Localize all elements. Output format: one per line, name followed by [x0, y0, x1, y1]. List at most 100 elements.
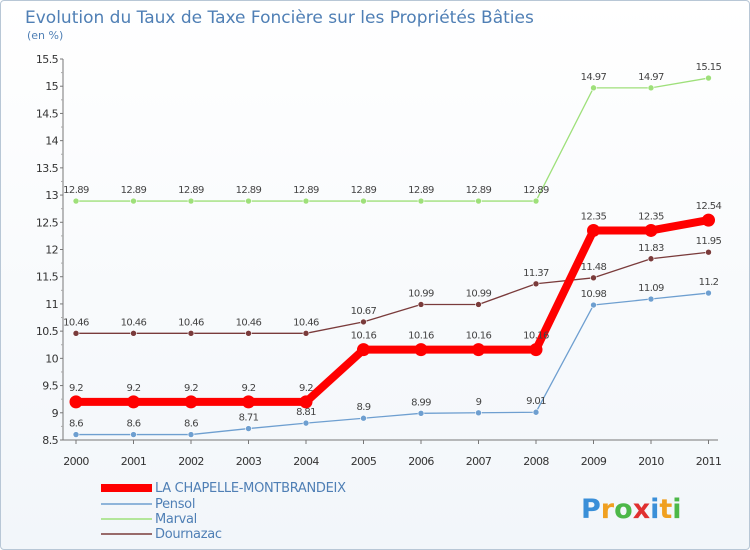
- data-point: [127, 395, 140, 409]
- data-point: [360, 197, 367, 205]
- data-label: 8.81: [296, 407, 316, 418]
- y-tick-label: 9: [52, 407, 59, 420]
- x-tick-label: 2007: [466, 455, 492, 468]
- data-label: 12.89: [523, 185, 549, 196]
- data-label: 9.2: [69, 383, 83, 394]
- data-point: [475, 409, 482, 417]
- data-label: 12.89: [236, 185, 262, 196]
- data-label: 12.89: [178, 185, 204, 196]
- data-label: 10.99: [408, 288, 434, 299]
- y-tick-label: 13: [45, 189, 58, 202]
- series-layer: 8.6 8.6 8.68.71 8.81 8.9 8.99 9 9.0110.9811.091…: [63, 62, 722, 438]
- data-label: 11.2: [699, 277, 719, 288]
- data-point: [302, 419, 310, 427]
- legend-label: Pensol: [155, 497, 195, 512]
- data-label: 10.16: [466, 331, 492, 342]
- data-point: [475, 301, 482, 308]
- data-point: [245, 197, 252, 205]
- series-2: 8.6 8.6 8.6 8.71 8.81 8.9 8.99 9 9.01 10.98 11.09 1…: [69, 277, 719, 438]
- data-point: [187, 197, 195, 205]
- y-tick-label: 11: [45, 298, 58, 311]
- data-label: 15.15: [696, 62, 722, 73]
- data-label: 9: [476, 397, 482, 408]
- data-point: [705, 289, 712, 297]
- data-point: [532, 280, 540, 288]
- data-point: [475, 197, 482, 205]
- y-tick-label: 12: [45, 244, 58, 257]
- logo-letter: o: [614, 494, 633, 525]
- data-point: [417, 197, 425, 205]
- data-label: 10.98: [581, 289, 607, 300]
- data-label: 10.67: [351, 306, 377, 317]
- data-point: [705, 74, 712, 82]
- data-point: [647, 295, 655, 303]
- logo-letter: x: [633, 494, 650, 525]
- data-point: [532, 408, 540, 416]
- data-point: [130, 330, 137, 337]
- data-label: 8.71: [239, 413, 259, 424]
- data-point: [702, 213, 715, 227]
- data-label: 10.46: [236, 317, 262, 328]
- data-point: [529, 343, 543, 357]
- data-label: 12.89: [408, 185, 434, 196]
- data-label: 10.16: [408, 331, 434, 342]
- data-point: [302, 197, 310, 205]
- data-point: [590, 84, 597, 92]
- data-label: 9.01: [526, 396, 546, 407]
- data-point: [130, 431, 137, 438]
- series-line: [75, 292, 710, 436]
- y-tick-label: 13.5: [36, 162, 59, 175]
- logo-letter: r: [601, 494, 615, 525]
- data-point: [302, 330, 310, 337]
- data-point: [590, 301, 597, 309]
- data-point: [69, 395, 83, 409]
- data-label: 12.89: [466, 185, 492, 196]
- data-label: 12.89: [121, 185, 147, 196]
- data-point: [644, 223, 658, 237]
- data-point: [187, 431, 195, 438]
- x-tick-label: 2011: [696, 455, 722, 468]
- data-label: 11.95: [696, 236, 722, 247]
- data-label: 10.99: [466, 288, 492, 299]
- legend-label: Dournazac: [155, 527, 222, 542]
- data-label: 9.2: [126, 383, 140, 394]
- data-point: [357, 343, 370, 357]
- x-tick-label: 2010: [638, 455, 664, 468]
- data-point: [587, 223, 600, 237]
- data-point: [242, 395, 255, 409]
- data-label: 12.89: [293, 185, 319, 196]
- data-label: 11.83: [638, 243, 664, 254]
- y-tick-label: 15: [45, 80, 58, 93]
- x-tick-label: 2006: [408, 455, 434, 468]
- data-label: 10.16: [523, 331, 549, 342]
- data-point: [472, 343, 485, 357]
- data-point: [417, 301, 425, 308]
- x-tick-label: 2001: [121, 455, 147, 468]
- x-tick-label: 2003: [236, 455, 262, 468]
- data-label: 9.2: [299, 383, 313, 394]
- data-label: 12.35: [581, 211, 607, 222]
- data-point: [414, 343, 428, 357]
- data-label: 12.54: [696, 201, 722, 212]
- data-label: 12.89: [351, 185, 377, 196]
- data-point: [245, 330, 252, 337]
- data-point: [360, 414, 367, 422]
- series-1: 9.2 9.2 9.2 9.2 9.2 10.16 10.16 10.16 10.16 12.35…: [69, 201, 722, 409]
- data-label: 10.46: [178, 317, 204, 328]
- data-label: 10.16: [351, 331, 377, 342]
- series-line: [75, 77, 710, 202]
- legend-label: LA CHAPELLE-MONTBRANDEIX: [155, 481, 346, 496]
- y-tick-label: 10.5: [36, 325, 59, 338]
- data-label: 14.97: [638, 72, 664, 83]
- y-tick-label: 14: [45, 135, 58, 148]
- data-label: 11.48: [581, 262, 607, 273]
- data-point: [245, 425, 252, 432]
- x-tick-label: 2000: [63, 455, 89, 468]
- data-point: [647, 84, 655, 92]
- y-tick-label: 14.5: [36, 107, 59, 120]
- data-point: [299, 395, 313, 409]
- chart-title: Evolution du Taux de Taxe Foncière sur l…: [25, 8, 534, 28]
- data-point: [532, 197, 540, 205]
